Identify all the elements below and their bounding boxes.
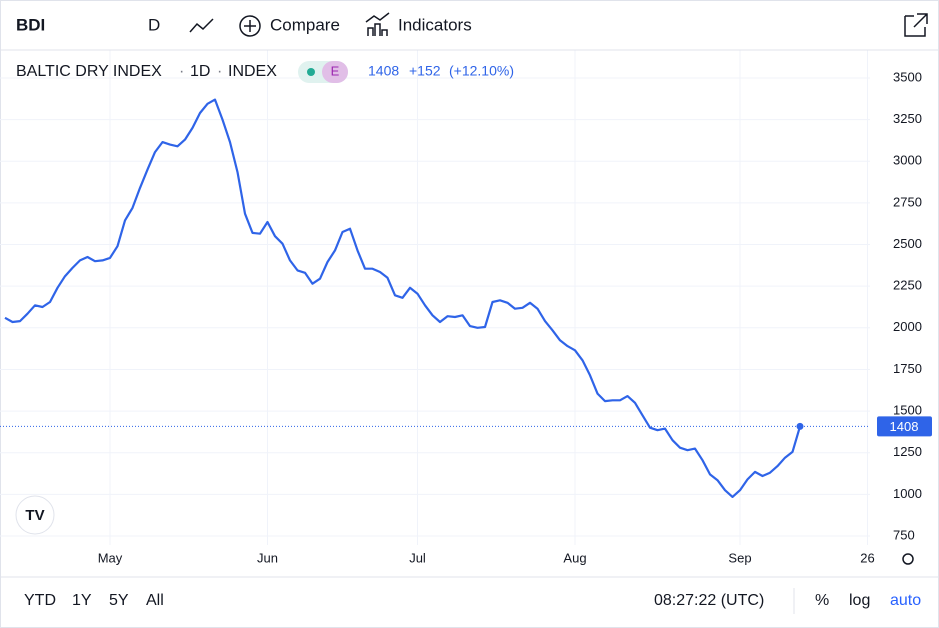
y-tick-label: 3500: [893, 69, 922, 84]
y-tick-label: 1750: [893, 361, 922, 376]
badge-bg: [322, 61, 348, 83]
y-tick-label: 2500: [893, 236, 922, 251]
symbol[interactable]: BDI: [16, 15, 45, 34]
compare-button[interactable]: Compare: [270, 15, 340, 34]
range-button[interactable]: 1Y: [72, 592, 92, 609]
legend-sep: ·: [217, 63, 222, 80]
badge: E: [331, 63, 340, 78]
x-tick-label: Jun: [257, 550, 278, 565]
x-tick-label: Jul: [409, 550, 426, 565]
legend-change-pct: (+12.10%): [449, 63, 514, 79]
y-tick-label: 750: [893, 527, 915, 542]
x-tick-label: May: [98, 550, 123, 565]
y-tick-label: 2250: [893, 278, 922, 293]
chart-type-icon[interactable]: [189, 18, 214, 33]
logo-mark: TV: [25, 507, 44, 524]
compare-icon[interactable]: [239, 15, 261, 37]
settings-icon[interactable]: [902, 553, 914, 565]
x-tick-label: 26: [860, 550, 874, 565]
price-label-bg: [877, 416, 932, 437]
legend-name: BALTIC DRY INDEX: [16, 63, 162, 80]
price-label: 1408: [890, 419, 919, 434]
y-tick-label: 1000: [893, 486, 922, 501]
y-tick-label: 2000: [893, 319, 922, 334]
clock: 08:27:22 (UTC): [654, 592, 764, 609]
range-button[interactable]: YTD: [24, 592, 56, 609]
legend-sep: ·: [179, 63, 184, 80]
log-toggle[interactable]: log: [849, 592, 870, 609]
popout-icon[interactable]: [904, 13, 928, 37]
compare-plus: [244, 20, 256, 32]
legend-exchange: INDEX: [228, 63, 277, 80]
x-tick-label: Sep: [728, 550, 751, 565]
price-line: [4, 98, 802, 498]
indicators-button[interactable]: Indicators: [398, 15, 472, 34]
y-tick-label: 1500: [893, 403, 922, 418]
y-tick-label: 3000: [893, 153, 922, 168]
y-tick-label: 1250: [893, 444, 922, 459]
logo[interactable]: [15, 495, 55, 535]
interval[interactable]: D: [148, 15, 160, 34]
legend-change: +152: [409, 63, 441, 79]
y-tick-label: 3250: [893, 111, 922, 126]
last-point: [796, 422, 804, 430]
auto-toggle[interactable]: auto: [890, 592, 921, 609]
percent-toggle[interactable]: %: [815, 592, 829, 609]
legend-last: 1408: [368, 63, 399, 79]
x-tick-label: Aug: [563, 550, 586, 565]
market-open-dot: [307, 68, 315, 76]
legend-interval: 1D: [190, 63, 210, 80]
range-button[interactable]: All: [146, 592, 164, 609]
y-tick-label: 2750: [893, 194, 922, 209]
range-button[interactable]: 5Y: [109, 592, 129, 609]
indicators-icon[interactable]: [365, 12, 390, 36]
